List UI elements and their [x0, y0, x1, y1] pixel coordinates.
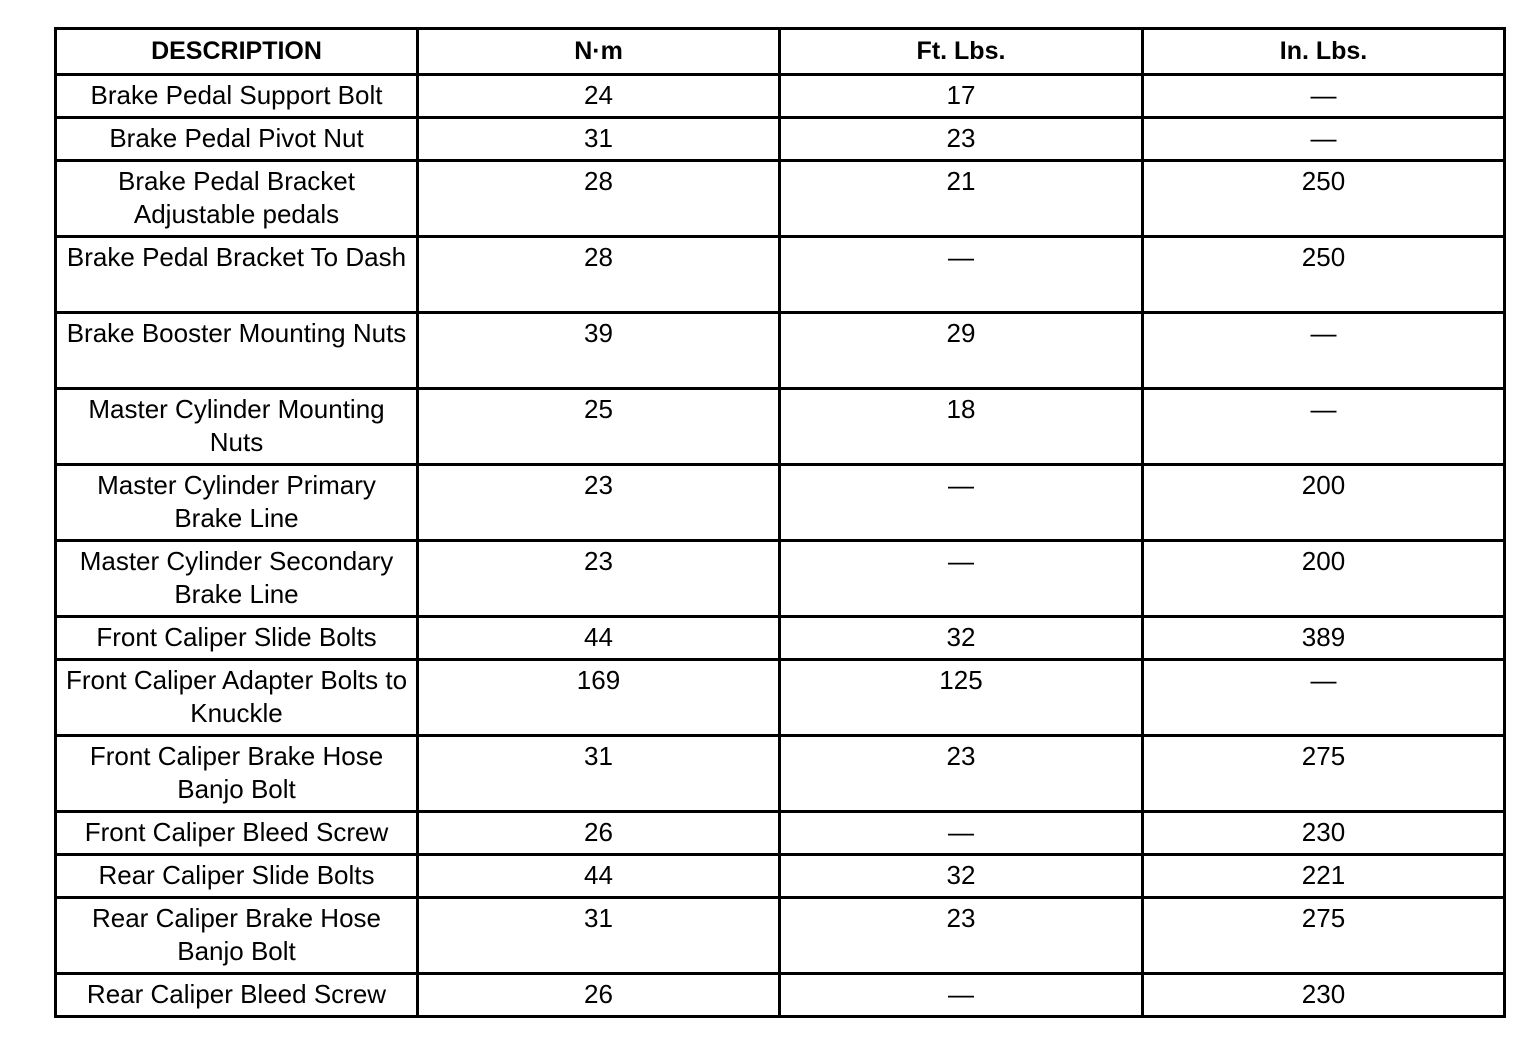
cell-ft-lbs: 23 — [778, 116, 1144, 162]
cell-description: Rear Caliper Brake Hose Banjo Bolt — [54, 896, 419, 975]
cell-description: Rear Caliper Slide Bolts — [54, 853, 419, 899]
cell-ft-lbs: 23 — [778, 734, 1144, 813]
cell-ft-lbs: — — [778, 463, 1144, 542]
cell-description: Master Cylinder Mounting Nuts — [54, 387, 419, 466]
header-row: DESCRIPTION N·m Ft. Lbs. In. Lbs. — [54, 27, 1506, 76]
cell-description: Front Caliper Adapter Bolts to Knuckle — [54, 658, 419, 737]
cell-ft-lbs: 18 — [778, 387, 1144, 466]
cell-nm: 31 — [416, 896, 781, 975]
cell-in-lbs: — — [1141, 387, 1506, 466]
cell-ft-lbs: 32 — [778, 615, 1144, 661]
cell-description: Master Cylinder Secondary Brake Line — [54, 539, 419, 618]
table-row: Rear Caliper Bleed Screw 26—230 — [54, 972, 1506, 1018]
cell-description: Brake Pedal Bracket To Dash — [54, 235, 419, 314]
cell-in-lbs: 250 — [1141, 159, 1506, 238]
cell-description: Brake Pedal Support Bolt — [54, 73, 419, 119]
cell-in-lbs: 230 — [1141, 810, 1506, 856]
cell-in-lbs: — — [1141, 73, 1506, 119]
cell-nm: 28 — [416, 235, 781, 314]
cell-in-lbs: 275 — [1141, 896, 1506, 975]
table-row: Brake Pedal Support Bolt 24 17— — [54, 73, 1506, 119]
header-in-lbs: In. Lbs. — [1141, 27, 1506, 76]
cell-ft-lbs: 29 — [778, 311, 1144, 390]
table-row: Brake Pedal Bracket To Dash 28—250 — [54, 235, 1506, 314]
table-row: Front Caliper Brake Hose Banjo Bolt 31 23 2… — [54, 734, 1506, 813]
cell-nm: 26 — [416, 972, 781, 1018]
cell-ft-lbs: — — [778, 235, 1144, 314]
cell-in-lbs: — — [1141, 116, 1506, 162]
cell-in-lbs: — — [1141, 311, 1506, 390]
cell-nm: 44 — [416, 853, 781, 899]
torque-spec-table: DESCRIPTION N·m Ft. Lbs. In. Lbs. Brake … — [54, 27, 1506, 1018]
table-row: Master Cylinder Secondary Brake Line 23—2… — [54, 539, 1506, 618]
cell-ft-lbs: — — [778, 810, 1144, 856]
cell-description: Front Caliper Slide Bolts — [54, 615, 419, 661]
cell-nm: 26 — [416, 810, 781, 856]
cell-nm: 39 — [416, 311, 781, 390]
table-row: Brake Pedal Bracket Adjustable pedals 28 2… — [54, 159, 1506, 238]
cell-nm: 31 — [416, 734, 781, 813]
cell-ft-lbs: 17 — [778, 73, 1144, 119]
cell-in-lbs: 389 — [1141, 615, 1506, 661]
cell-description: Brake Pedal Bracket Adjustable pedals — [54, 159, 419, 238]
header-nm: N·m — [416, 27, 781, 76]
cell-nm: 23 — [416, 539, 781, 618]
table-row: Master Cylinder Mounting Nuts 25 18— — [54, 387, 1506, 466]
cell-description: Brake Booster Mounting Nuts — [54, 311, 419, 390]
table-row: Brake Pedal Pivot Nut 31 23— — [54, 116, 1506, 162]
header-ft-lbs: Ft. Lbs. — [778, 27, 1144, 76]
table-row: Rear Caliper Brake Hose Banjo Bolt 31 23 27… — [54, 896, 1506, 975]
cell-description: Front Caliper Brake Hose Banjo Bolt — [54, 734, 419, 813]
table-row: Front Caliper Bleed Screw 26—230 — [54, 810, 1506, 856]
cell-nm: 44 — [416, 615, 781, 661]
cell-in-lbs: 275 — [1141, 734, 1506, 813]
table-row: Brake Booster Mounting Nuts 39 29— — [54, 311, 1506, 390]
cell-ft-lbs: — — [778, 972, 1144, 1018]
cell-nm: 23 — [416, 463, 781, 542]
table-row: Front Caliper Adapter Bolts to Knuckle 16… — [54, 658, 1506, 737]
cell-ft-lbs: 21 — [778, 159, 1144, 238]
cell-nm: 31 — [416, 116, 781, 162]
cell-in-lbs: — — [1141, 658, 1506, 737]
cell-description: Rear Caliper Bleed Screw — [54, 972, 419, 1018]
table-row: Rear Caliper Slide Bolts 44 32 221 — [54, 853, 1506, 899]
cell-nm: 28 — [416, 159, 781, 238]
cell-in-lbs: 200 — [1141, 539, 1506, 618]
cell-ft-lbs: — — [778, 539, 1144, 618]
cell-in-lbs: 221 — [1141, 853, 1506, 899]
cell-ft-lbs: 23 — [778, 896, 1144, 975]
cell-nm: 169 — [416, 658, 781, 737]
table-row: Master Cylinder Primary Brake Line 23—200 — [54, 463, 1506, 542]
cell-description: Brake Pedal Pivot Nut — [54, 116, 419, 162]
cell-nm: 25 — [416, 387, 781, 466]
cell-ft-lbs: 125 — [778, 658, 1144, 737]
cell-nm: 24 — [416, 73, 781, 119]
cell-ft-lbs: 32 — [778, 853, 1144, 899]
cell-description: Master Cylinder Primary Brake Line — [54, 463, 419, 542]
cell-in-lbs: 230 — [1141, 972, 1506, 1018]
cell-in-lbs: 250 — [1141, 235, 1506, 314]
header-description: DESCRIPTION — [54, 27, 419, 76]
cell-description: Front Caliper Bleed Screw — [54, 810, 419, 856]
cell-in-lbs: 200 — [1141, 463, 1506, 542]
table-row: Front Caliper Slide Bolts 44 32 389 — [54, 615, 1506, 661]
